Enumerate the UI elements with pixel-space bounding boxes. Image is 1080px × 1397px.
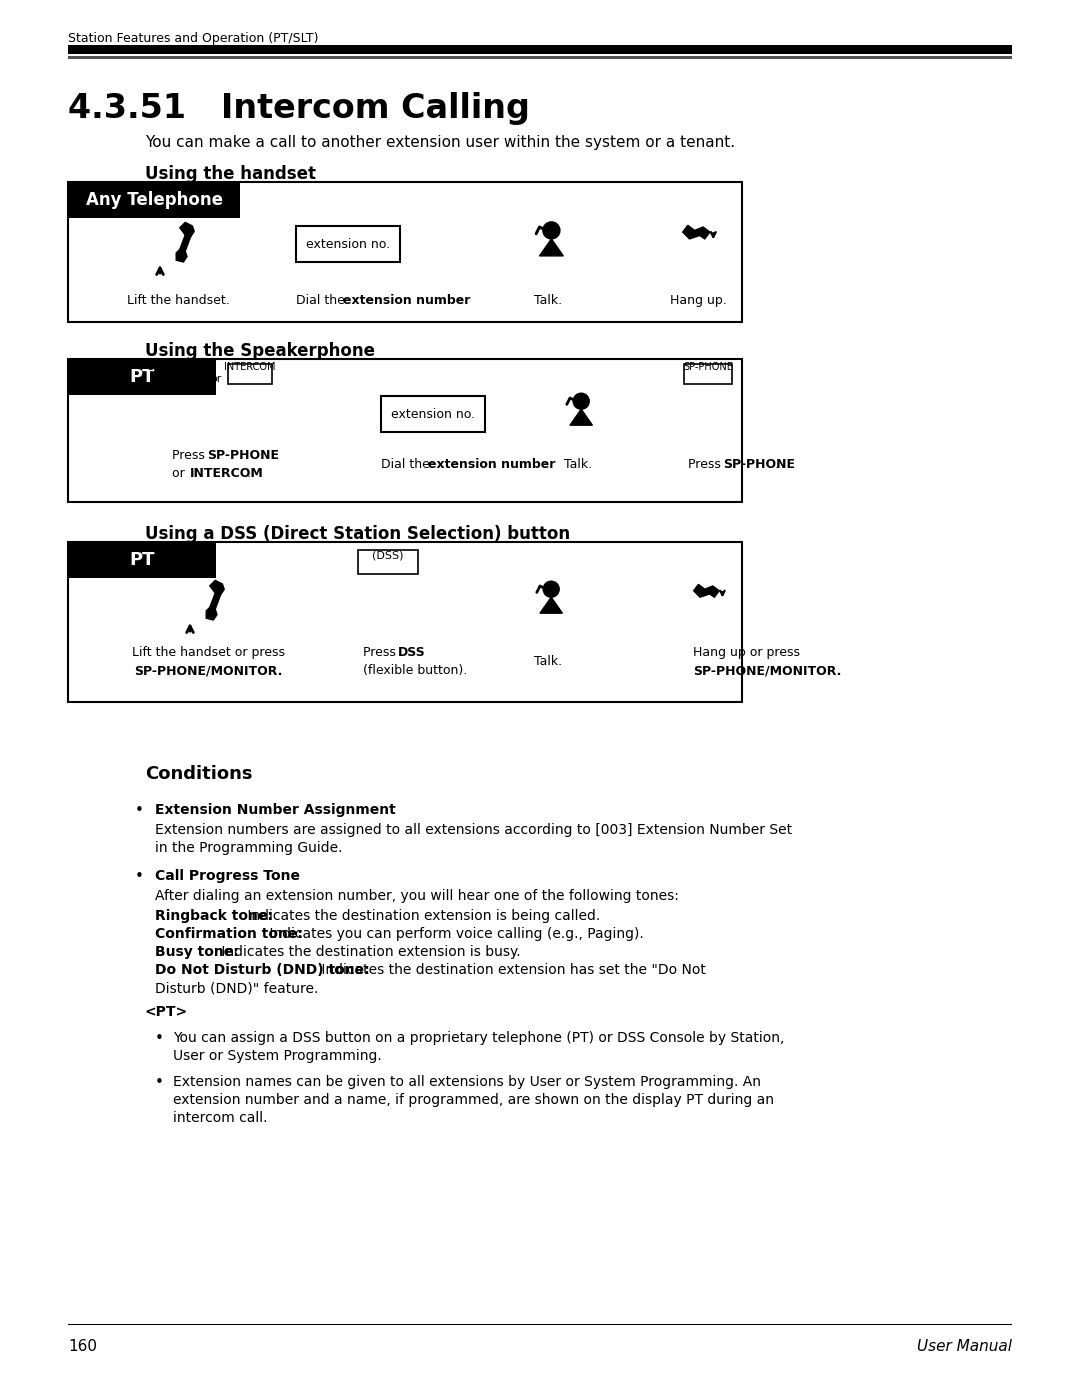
Text: Indicates you can perform voice calling (e.g., Paging).: Indicates you can perform voice calling … (265, 928, 644, 942)
Text: Talk.: Talk. (564, 458, 592, 471)
Text: .: . (438, 293, 442, 307)
Polygon shape (683, 225, 710, 239)
Bar (68, 542, 216, 578)
Bar (68, 1323, 1012, 1324)
Text: User or System Programming.: User or System Programming. (173, 1049, 381, 1063)
Text: Using the handset: Using the handset (145, 165, 316, 183)
Bar (684, 365, 732, 384)
Text: Station Features and Operation (PT/SLT): Station Features and Operation (PT/SLT) (68, 32, 319, 45)
Text: Ringback tone:: Ringback tone: (156, 909, 273, 923)
Text: Indicates the destination extension has set the "Do Not: Indicates the destination extension has … (318, 963, 706, 977)
Text: (flexible button).: (flexible button). (363, 664, 468, 678)
Text: Indicates the destination extension is busy.: Indicates the destination extension is b… (217, 944, 521, 958)
Polygon shape (179, 235, 190, 251)
Text: .: . (775, 458, 779, 471)
Text: Lift the handset or press: Lift the handset or press (132, 645, 284, 659)
Text: Using a DSS (Direct Station Selection) button: Using a DSS (Direct Station Selection) b… (145, 525, 570, 543)
Polygon shape (540, 239, 564, 256)
Bar (68, 45, 1012, 54)
Bar (381, 395, 485, 432)
Text: 4.3.51   Intercom Calling: 4.3.51 Intercom Calling (68, 92, 530, 124)
Text: extension no.: extension no. (306, 237, 390, 250)
Bar (68, 359, 216, 395)
Polygon shape (210, 592, 220, 609)
Text: SP-PHONE/MONITOR.: SP-PHONE/MONITOR. (693, 664, 841, 678)
Text: SP-PHONE/MONITOR.: SP-PHONE/MONITOR. (134, 664, 282, 678)
Bar (68, 182, 240, 218)
Text: extension number: extension number (428, 458, 555, 471)
Bar (68, 182, 742, 321)
Text: Hang up or press: Hang up or press (693, 645, 800, 659)
Bar (148, 365, 195, 384)
Text: extension no.: extension no. (391, 408, 475, 420)
Text: User Manual: User Manual (917, 1338, 1012, 1354)
Text: Confirmation tone:: Confirmation tone: (156, 928, 302, 942)
Text: Conditions: Conditions (145, 766, 253, 782)
Text: Call Progress Tone: Call Progress Tone (156, 869, 300, 883)
Text: •: • (135, 803, 144, 819)
Text: Extension Number Assignment: Extension Number Assignment (156, 803, 395, 817)
Text: Press: Press (688, 458, 725, 471)
Text: Lift the handset.: Lift the handset. (126, 293, 229, 307)
Text: Busy tone:: Busy tone: (156, 944, 239, 958)
Polygon shape (176, 250, 187, 263)
Text: Hang up.: Hang up. (670, 293, 727, 307)
Polygon shape (206, 608, 217, 620)
Circle shape (543, 222, 559, 239)
Text: Press: Press (172, 448, 208, 462)
Bar (68, 359, 742, 502)
Text: or: or (172, 467, 189, 481)
Bar (68, 56, 1012, 59)
Text: •: • (156, 1076, 164, 1090)
Text: SP-PHONE: SP-PHONE (147, 362, 197, 372)
Polygon shape (570, 409, 593, 425)
Text: You can assign a DSS button on a proprietary telephone (PT) or DSS Console by St: You can assign a DSS button on a proprie… (173, 1031, 784, 1045)
Text: extension number and a name, if programmed, are shown on the display PT during a: extension number and a name, if programm… (173, 1092, 774, 1106)
Text: Extension names can be given to all extensions by User or System Programming. An: Extension names can be given to all exte… (173, 1076, 761, 1090)
Text: in the Programming Guide.: in the Programming Guide. (156, 841, 342, 855)
Text: After dialing an extension number, you will hear one of the following tones:: After dialing an extension number, you w… (156, 888, 679, 902)
Text: Dial the: Dial the (296, 293, 349, 307)
Text: extension number: extension number (343, 293, 471, 307)
Text: Indicates the destination extension is being called.: Indicates the destination extension is b… (243, 909, 600, 923)
Text: Dial the: Dial the (381, 458, 434, 471)
Text: SP-PHONE: SP-PHONE (723, 458, 795, 471)
Text: SP-PHONE: SP-PHONE (683, 362, 733, 372)
Text: •: • (156, 1031, 164, 1046)
Text: Disturb (DND)" feature.: Disturb (DND)" feature. (156, 981, 319, 995)
Text: Using the Speakerphone: Using the Speakerphone (145, 342, 375, 360)
Polygon shape (210, 580, 225, 595)
Polygon shape (693, 584, 719, 597)
Text: (DSS): (DSS) (373, 550, 404, 560)
Circle shape (543, 581, 559, 597)
Text: Talk.: Talk. (534, 655, 562, 668)
Bar (357, 550, 418, 574)
Text: <PT>: <PT> (145, 1004, 188, 1018)
Text: intercom call.: intercom call. (173, 1111, 268, 1125)
Text: Do Not Disturb (DND) tone:: Do Not Disturb (DND) tone: (156, 963, 369, 977)
Text: PT: PT (130, 367, 154, 386)
Text: INTERCOM: INTERCOM (190, 467, 264, 481)
Bar (228, 365, 272, 384)
Text: or: or (211, 374, 221, 384)
Text: Press: Press (363, 645, 400, 659)
Circle shape (573, 393, 590, 409)
Polygon shape (179, 222, 194, 237)
Text: INTERCOM: INTERCOM (225, 362, 275, 372)
Text: 160: 160 (68, 1338, 97, 1354)
Text: PT: PT (130, 550, 154, 569)
Text: DSS: DSS (399, 645, 426, 659)
Text: You can make a call to another extension user within the system or a tenant.: You can make a call to another extension… (145, 136, 735, 149)
Text: .: . (523, 458, 527, 471)
Text: .: . (247, 467, 251, 481)
Bar (296, 226, 400, 263)
Text: •: • (135, 869, 144, 884)
Text: Talk.: Talk. (534, 293, 562, 307)
Bar (68, 542, 742, 703)
Text: Extension numbers are assigned to all extensions according to [003] Extension Nu: Extension numbers are assigned to all ex… (156, 823, 792, 837)
Polygon shape (540, 597, 563, 613)
Text: Any Telephone: Any Telephone (85, 191, 222, 210)
Text: SP-PHONE: SP-PHONE (207, 448, 279, 462)
